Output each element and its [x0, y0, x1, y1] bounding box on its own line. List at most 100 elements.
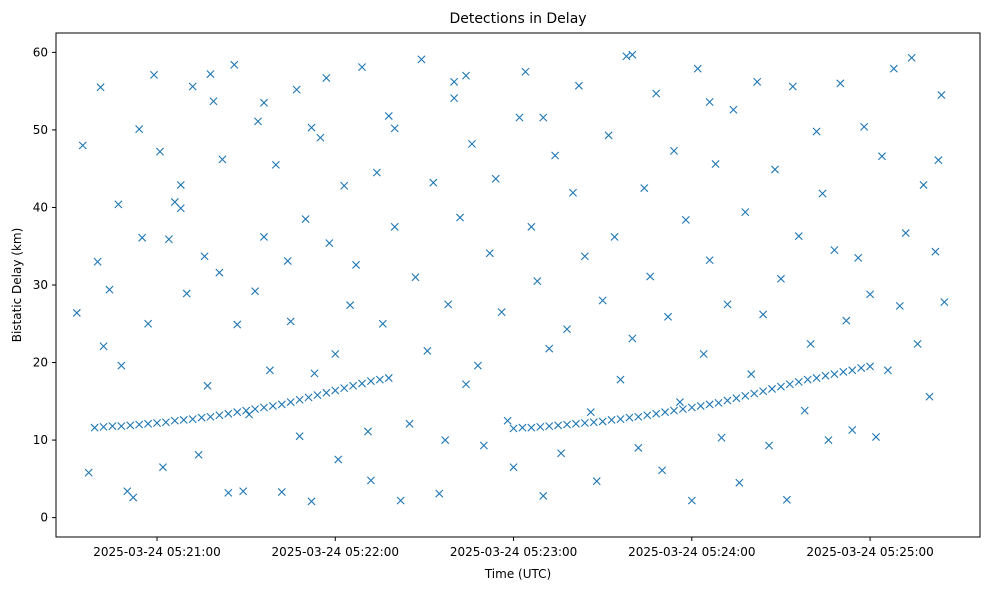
detection-point	[643, 411, 652, 420]
detection-point	[286, 317, 295, 326]
detection-point	[384, 374, 393, 383]
detection-point	[607, 415, 616, 424]
detection-point	[179, 415, 188, 424]
detection-point	[913, 339, 922, 348]
detection-point	[705, 256, 714, 265]
detection-point	[503, 416, 512, 425]
chart-title: Detections in Delay	[449, 11, 586, 27]
detection-point	[604, 131, 613, 140]
detection-point	[860, 122, 869, 131]
detection-point	[265, 366, 274, 375]
detection-point	[485, 249, 494, 258]
detection-point	[366, 476, 375, 485]
detection-point	[877, 152, 886, 161]
detection-point	[545, 422, 554, 431]
y-tick-label: 0	[40, 511, 48, 525]
detection-point	[571, 419, 580, 428]
detection-point	[729, 105, 738, 114]
detection-point	[259, 232, 268, 241]
detection-point	[346, 301, 355, 310]
detection-point	[444, 300, 453, 309]
detection-point	[785, 380, 794, 389]
detection-point	[934, 156, 943, 165]
detection-point	[135, 420, 144, 429]
detection-point	[239, 487, 248, 496]
detection-point	[586, 408, 595, 417]
detection-point	[539, 113, 548, 122]
detection-point	[539, 491, 548, 500]
detection-point	[919, 180, 928, 189]
detection-point	[563, 325, 572, 334]
y-tick-label: 10	[33, 433, 48, 447]
detection-point	[872, 432, 881, 441]
detection-point	[824, 436, 833, 445]
y-tick-label: 30	[33, 278, 48, 292]
detection-point	[245, 410, 254, 419]
detection-point	[90, 423, 99, 432]
detection-point	[598, 417, 607, 426]
detection-point	[857, 363, 866, 372]
detection-point	[423, 346, 432, 355]
detection-point	[551, 151, 560, 160]
detection-point	[940, 298, 949, 307]
detection-point	[117, 361, 126, 370]
detection-point	[788, 82, 797, 91]
detection-point	[803, 375, 812, 384]
detection-point	[732, 394, 741, 403]
detection-point	[717, 433, 726, 442]
detection-point	[72, 308, 81, 317]
detection-point	[661, 408, 670, 417]
detection-point	[310, 369, 319, 378]
y-tick-label: 20	[33, 356, 48, 370]
detection-point	[129, 493, 138, 502]
detection-point	[771, 165, 779, 174]
detection-point	[678, 405, 687, 414]
x-tick-label: 2025-03-24 05:25:00	[806, 545, 933, 559]
detection-point	[580, 252, 589, 261]
detection-point	[509, 463, 518, 472]
detection-point	[176, 180, 185, 189]
detection-point	[456, 213, 465, 222]
detection-point	[515, 113, 524, 122]
detection-point	[233, 408, 242, 417]
detection-point	[215, 268, 224, 277]
detection-point	[497, 308, 506, 317]
detection-point	[218, 155, 227, 164]
detection-point	[467, 139, 476, 148]
detection-point	[616, 375, 625, 384]
detection-point	[307, 123, 316, 132]
detection-point	[450, 94, 459, 103]
data-points	[72, 50, 949, 506]
detection-point	[251, 287, 260, 296]
detection-point	[295, 432, 304, 441]
detection-point	[669, 406, 678, 415]
detection-point	[450, 77, 459, 86]
detection-point	[188, 415, 197, 424]
detection-point	[224, 488, 233, 497]
detection-point	[99, 342, 108, 351]
detection-point	[155, 147, 164, 156]
detection-point	[313, 391, 322, 400]
detection-point	[366, 377, 375, 386]
detection-point	[340, 181, 349, 190]
x-axis-ticks: 2025-03-24 05:21:00 2025-03-24 05:22:00 20…	[93, 537, 934, 559]
detection-point	[161, 418, 170, 427]
x-tick-label: 2025-03-24 05:23:00	[450, 545, 577, 559]
detection-point	[753, 77, 762, 86]
detection-point	[405, 419, 414, 428]
detection-point	[907, 53, 916, 62]
y-axis-label: Bistatic Delay (km)	[10, 228, 24, 343]
detection-point	[144, 319, 153, 328]
detection-point	[254, 117, 263, 126]
detection-point	[925, 392, 934, 401]
detection-point	[197, 413, 206, 422]
detection-point	[417, 55, 426, 64]
detection-point	[123, 487, 132, 496]
detection-point	[268, 401, 277, 410]
detection-point	[640, 184, 649, 193]
detection-point	[806, 339, 815, 348]
detection-point	[866, 362, 875, 371]
detection-point	[818, 189, 827, 198]
detection-point	[554, 421, 563, 430]
